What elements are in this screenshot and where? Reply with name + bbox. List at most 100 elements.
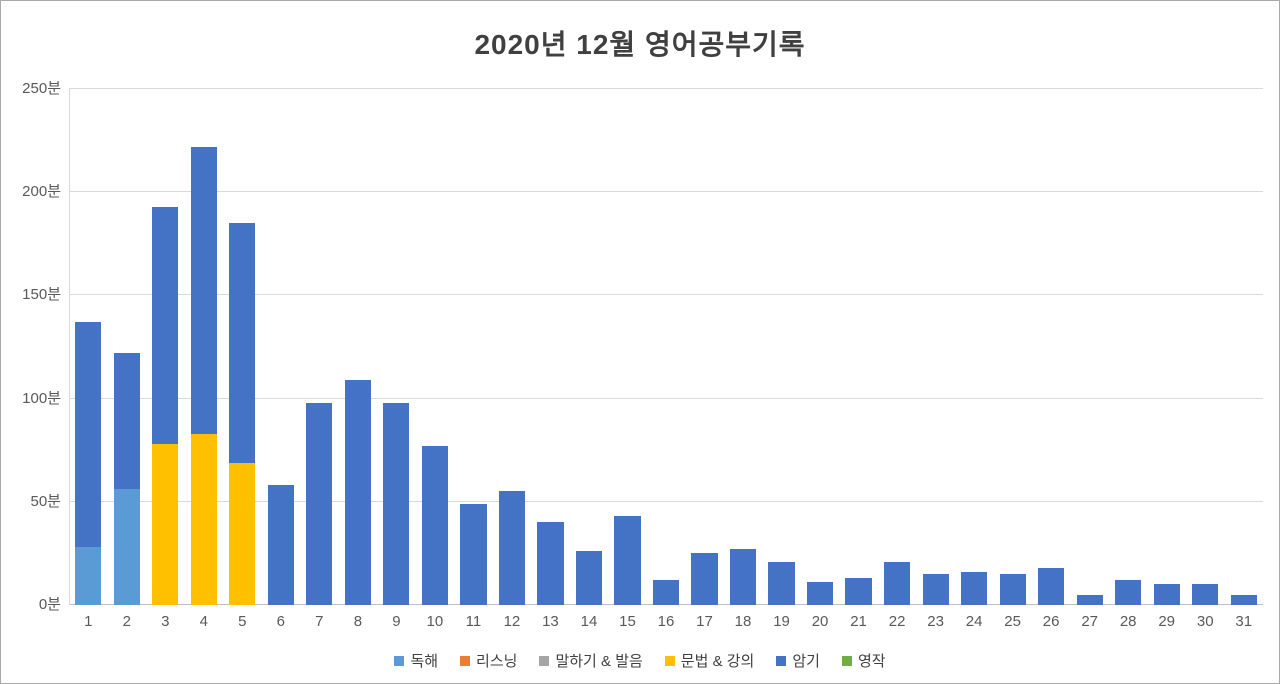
x-tick-label-4: 4: [199, 613, 208, 630]
x-tick-label-17: 17: [696, 613, 713, 630]
bar-segment-memorization-day-9: [383, 402, 410, 605]
bar-segment-memorization-day-3: [152, 206, 179, 445]
gridline-100분: [69, 397, 1263, 399]
x-tick-label-3: 3: [161, 613, 170, 630]
bar-segment-memorization-day-15: [614, 516, 641, 605]
x-tick-label-20: 20: [811, 613, 829, 630]
bar-segment-memorization-day-2: [113, 353, 140, 490]
bar-segment-memorization-day-25: [999, 574, 1026, 605]
bar-day-30: [1186, 89, 1225, 605]
x-tick-label-15: 15: [619, 613, 636, 630]
legend-marker-memorization-icon: [776, 655, 787, 666]
y-tick-label-5: 250분: [22, 80, 61, 97]
bar-segment-memorization-day-11: [460, 503, 487, 605]
bar-series: [69, 89, 1263, 605]
x-tick-label-10: 10: [426, 613, 444, 630]
bar-day-2: [108, 89, 147, 605]
bar-segment-memorization-day-16: [652, 580, 680, 605]
bar-segment-memorization-day-21: [845, 578, 872, 605]
bar-day-26: [1032, 89, 1071, 605]
legend-marker-listening-icon: [460, 655, 471, 666]
bar-day-12: [493, 89, 532, 605]
legend-item-speaking-pronunciation: 말하기 & 발음: [539, 650, 643, 671]
x-tick-label-26: 26: [1042, 613, 1060, 630]
bar-segment-memorization-day-22: [883, 561, 911, 605]
bar-day-15: [608, 89, 647, 605]
bar-segment-memorization-day-1: [75, 322, 102, 548]
bar-day-20: [801, 89, 840, 605]
x-tick-label-28: 28: [1119, 613, 1137, 630]
bar-segment-memorization-day-28: [1115, 580, 1142, 605]
x-tick-label-27: 27: [1081, 613, 1098, 630]
x-tick-label-29: 29: [1158, 613, 1176, 630]
bar-day-28: [1109, 89, 1148, 605]
bar-day-16: [647, 89, 686, 605]
bar-day-1: [69, 89, 108, 605]
bar-segment-memorization-day-13: [537, 522, 564, 605]
x-tick-label-5: 5: [238, 613, 247, 630]
legend-marker-reading-icon: [394, 655, 405, 666]
bar-day-24: [955, 89, 994, 605]
legend-item-memorization: 암기: [776, 650, 820, 671]
legend-label-memorization: 암기: [792, 653, 820, 670]
x-axis-tick-labels: 1 2 3 4 5 6 7 8 9 10 11 12 13 14 15 16 17 18 19 20 21 22 23 24 2…: [69, 613, 1263, 630]
y-tick-label-0: 0분: [38, 596, 61, 613]
bar-segment-memorization-day-7: [306, 402, 333, 605]
bar-day-11: [454, 89, 493, 605]
bar-day-7: [300, 89, 339, 605]
legend-label-writing: 영작: [857, 653, 886, 670]
x-tick-label-6: 6: [276, 613, 285, 630]
bar-day-4: [185, 89, 224, 605]
bar-day-22: [878, 89, 917, 605]
bar-day-18: [724, 89, 763, 605]
bar-segment-grammar-lecture-day-4: [190, 433, 217, 605]
legend-item-writing: 영작: [841, 650, 886, 671]
x-tick-label-25: 25: [1004, 613, 1021, 630]
x-tick-label-9: 9: [392, 613, 401, 630]
x-tick-label-8: 8: [353, 613, 363, 630]
x-tick-label-18: 18: [734, 613, 752, 630]
bar-segment-memorization-day-20: [806, 582, 834, 605]
legend-item-grammar-lecture: 문법 & 강의: [664, 650, 754, 671]
bar-day-29: [1147, 89, 1186, 605]
bar-segment-memorization-day-29: [1153, 584, 1180, 605]
x-tick-label-31: 31: [1235, 613, 1253, 630]
bar-segment-memorization-day-24: [961, 571, 988, 605]
x-tick-label-11: 11: [465, 613, 482, 630]
bar-segment-memorization-day-6: [267, 485, 294, 605]
bar-segment-memorization-day-17: [691, 553, 718, 605]
y-tick-label-4: 200분: [22, 183, 61, 201]
x-tick-label-19: 19: [773, 613, 790, 630]
bar-segment-reading-day-1: [75, 547, 102, 605]
bar-day-23: [916, 89, 955, 605]
bar-segment-reading-day-2: [113, 489, 140, 605]
bar-segment-memorization-day-31: [1230, 594, 1257, 605]
gridline-200분: [69, 191, 1263, 193]
bar-day-5: [223, 89, 262, 605]
gridline-250분: [69, 88, 1263, 89]
y-tick-label-3: 150분: [22, 286, 61, 304]
bar-day-8: [339, 89, 378, 605]
bar-day-21: [839, 89, 878, 605]
x-tick-label-23: 23: [927, 613, 944, 630]
legend-marker-speaking-pronunciation-icon: [539, 655, 550, 666]
x-tick-label-24: 24: [965, 613, 983, 630]
bar-day-31: [1224, 89, 1263, 605]
bar-segment-memorization-day-4: [190, 146, 217, 434]
y-tick-label-2: 100분: [22, 389, 61, 407]
gridline-50분: [69, 500, 1263, 502]
y-tick-label-1: 50분: [30, 492, 62, 510]
bar-segment-memorization-day-30: [1192, 584, 1219, 605]
bar-segment-memorization-day-27: [1076, 594, 1103, 605]
x-tick-label-7: 7: [315, 613, 324, 630]
bar-day-10: [416, 89, 455, 605]
legend-label-listening: 리스닝: [476, 653, 518, 670]
bar-segment-memorization-day-19: [768, 561, 795, 605]
gridline-150분: [69, 294, 1263, 296]
bar-segment-grammar-lecture-day-5: [229, 462, 256, 605]
bar-segment-memorization-day-26: [1038, 567, 1065, 605]
chart-title: 2020년 12월 영어공부기록: [474, 29, 806, 60]
bar-segment-memorization-day-10: [421, 446, 448, 605]
bar-day-6: [262, 89, 301, 605]
